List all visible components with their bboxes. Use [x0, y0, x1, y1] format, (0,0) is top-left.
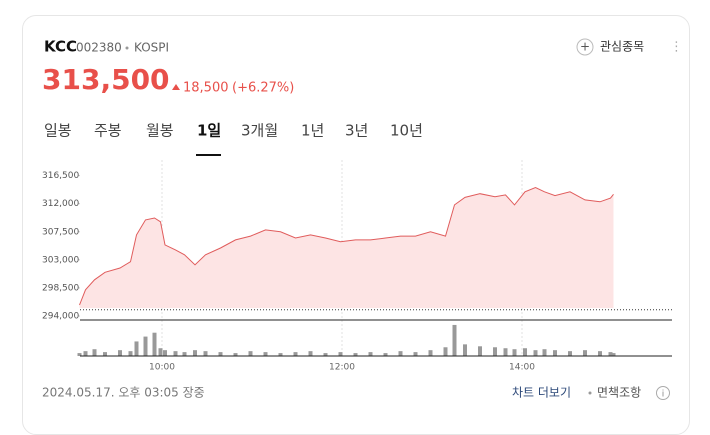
price: 313,500 [42, 63, 170, 96]
up-arrow [172, 84, 180, 90]
more-chart[interactable]: 차트 더보기 [512, 386, 571, 400]
watch-button[interactable]: 관심종목 [600, 40, 644, 54]
stock-name: KCC [44, 38, 77, 56]
y-tick-label: 294,000 [42, 312, 79, 322]
change-pct: (+6.27%) [232, 81, 294, 96]
y-tick-label: 298,500 [42, 283, 79, 293]
timestamp: 2024.05.17. 오후 03:05 장중 [42, 386, 205, 400]
volume-bar [182, 352, 187, 356]
volume-bar [193, 350, 197, 356]
volume-bar [523, 348, 527, 356]
volume-bar [512, 349, 517, 356]
volume-bar [463, 344, 467, 356]
volume-bar [493, 347, 497, 356]
volume-bar [413, 352, 418, 356]
volume-bar [118, 350, 122, 356]
tab[interactable]: 3년 [345, 122, 368, 140]
x-tick-label: 10:00 [149, 363, 175, 373]
volume-bar [542, 349, 547, 356]
volume-bar [173, 351, 178, 356]
volume-bar [503, 348, 508, 356]
volume-bar [368, 352, 373, 356]
volume-bar [533, 350, 538, 356]
volume-bar [383, 353, 388, 356]
tab[interactable]: 1일 [197, 122, 221, 140]
volume-bar [158, 348, 163, 356]
volume-bar [83, 351, 88, 356]
tab[interactable]: 주봉 [94, 122, 122, 140]
y-tick-label: 316,500 [42, 171, 79, 181]
watch-icon[interactable] [576, 38, 594, 56]
volume-bar [77, 353, 82, 356]
volume-bar [611, 353, 616, 356]
price-area [79, 187, 614, 308]
volume-bar [428, 350, 433, 356]
volume-bar [233, 353, 238, 356]
volume-bar [608, 352, 613, 356]
market: KOSPI [134, 41, 169, 55]
volume-bar [452, 324, 457, 356]
widget: KCC 002380 KOSPI + 관심종목 ⋮ 313,500 18,500… [42, 38, 683, 400]
volume-bar [278, 353, 283, 356]
plus: + [580, 40, 590, 54]
volume-bar [103, 352, 107, 356]
tab[interactable]: 일봉 [44, 122, 72, 140]
volume-bar [293, 352, 298, 356]
volume-bar [398, 351, 403, 356]
info-icon[interactable] [656, 386, 670, 400]
tab[interactable]: 3개월 [241, 122, 278, 140]
volume-bar [478, 346, 482, 356]
disclaimer[interactable]: 면책조항 [597, 385, 641, 400]
plot: 10:00 12:00 14:00 294,000 298,500 303,000 307,… [42, 160, 672, 373]
volume-bar [128, 351, 133, 356]
more-menu[interactable]: ⋮ [670, 40, 683, 55]
volume-bar [92, 349, 97, 356]
dot [125, 46, 129, 50]
volume-bar [143, 336, 148, 356]
volume-bar [353, 353, 358, 356]
volume-bar [598, 351, 602, 356]
volume-bar [134, 341, 139, 356]
volume-bar [203, 351, 208, 356]
volume-bar [323, 353, 328, 356]
tab[interactable]: 10년 [390, 122, 423, 140]
volume-bar [443, 347, 448, 356]
x-tick-label: 14:00 [509, 363, 535, 373]
change: 18,500 [183, 81, 229, 96]
tabs: 일봉 주봉 월봉 1일 3개월 1년 3년 10년 [44, 122, 423, 156]
volume-bar [553, 350, 557, 356]
volume-bar [163, 350, 167, 356]
y-tick-label: 303,000 [42, 255, 79, 265]
y-tick-label: 307,500 [42, 227, 79, 237]
x-tick-label: 12:00 [329, 363, 355, 373]
volume-bar [583, 350, 587, 356]
tab[interactable]: 월봉 [146, 122, 174, 140]
volume-bar [308, 351, 313, 356]
dot [588, 391, 592, 395]
stock-code: 002380 [76, 41, 122, 55]
page: {"header": {"name": "KCC", "code": "0023… [22, 15, 690, 435]
tab[interactable]: 1년 [301, 122, 324, 140]
volume-bar [152, 332, 157, 356]
y-tick-label: 312,000 [42, 199, 79, 209]
volume-bar [568, 351, 572, 356]
price-line [79, 186, 614, 306]
volume-bar [248, 351, 253, 356]
volume-bar [218, 352, 223, 356]
volume-bar [263, 352, 268, 356]
volume-bar [338, 352, 343, 356]
info-i: i [662, 390, 665, 400]
